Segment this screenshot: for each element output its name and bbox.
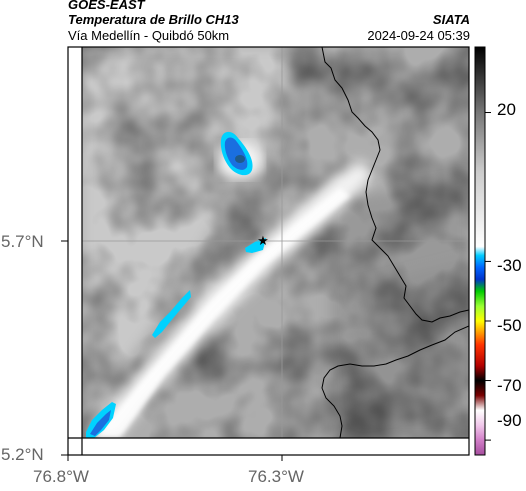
colorbar-label: -70 bbox=[497, 376, 522, 395]
colorbar-label: -50 bbox=[497, 316, 522, 335]
river-boundary bbox=[321, 325, 469, 438]
colorbar bbox=[474, 46, 491, 456]
cold-cloud-3 bbox=[152, 290, 191, 338]
lon-label-76.3: 76.3°W bbox=[248, 467, 304, 486]
region-label: Vía Medellín - Quibdó 50km bbox=[68, 28, 230, 43]
lon-label-76.8: 76.8°W bbox=[33, 467, 89, 486]
brightness-field bbox=[82, 47, 469, 438]
plot-frame bbox=[67, 46, 470, 456]
colorbar-label: -90 bbox=[497, 411, 522, 430]
agency-label: SIATA bbox=[432, 12, 470, 27]
location-marker-icon: ★ bbox=[257, 234, 269, 249]
satellite-name: GOES-EAST bbox=[68, 0, 145, 12]
cold-cloud-1 bbox=[220, 131, 253, 176]
datetime-label: 2024-09-24 05:39 bbox=[367, 28, 470, 43]
colorbar-label: -30 bbox=[497, 256, 522, 275]
lat-label-5.2: 5.2°N bbox=[1, 445, 44, 464]
department-border bbox=[321, 47, 469, 323]
colorbar-label: 20 bbox=[497, 100, 516, 119]
cold-cloud-2 bbox=[245, 238, 266, 253]
lat-label-5.7: 5.7°N bbox=[1, 232, 44, 251]
product-title: Temperatura de Brillo CH13 bbox=[68, 12, 239, 27]
